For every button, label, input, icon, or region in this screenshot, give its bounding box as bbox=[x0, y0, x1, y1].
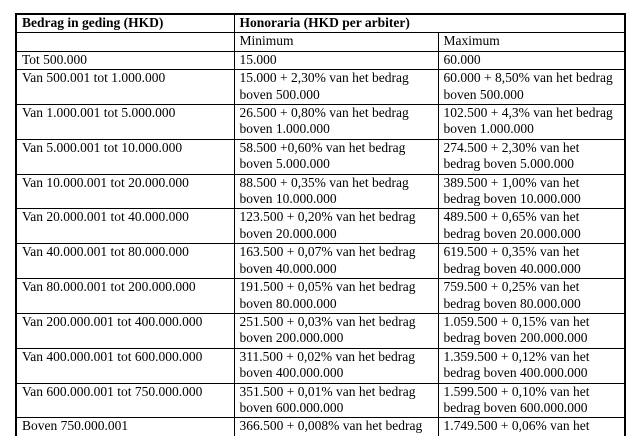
cell-minimum-fee: 88.500 + 0,35% van het bedrag boven 10.0… bbox=[233, 173, 439, 210]
cell-maximum-fee: 274.500 + 2,30% van het bedrag boven 5.0… bbox=[437, 138, 626, 175]
table-row: Van 80.000.001 tot 200.000.000 191.500 +… bbox=[15, 278, 626, 314]
table-row: Van 600.000.001 tot 750.000.000 351.500 … bbox=[15, 382, 626, 419]
table-row: Van 500.001 tot 1.000.000 15.000 + 2,30%… bbox=[15, 69, 626, 106]
header-maximum: Maximum bbox=[437, 32, 626, 52]
cell-minimum-fee: 366.500 + 0,008% van het bedrag boven 75… bbox=[233, 417, 439, 436]
cell-minimum-fee: 15.000 bbox=[233, 50, 439, 71]
header-amount-in-dispute: Bedrag in geding (HKD) bbox=[15, 13, 235, 34]
table-row: Van 20.000.001 tot 40.000.000 123.500 + … bbox=[15, 208, 626, 245]
cell-minimum-fee: 123.500 + 0,20% van het bedrag boven 20.… bbox=[233, 208, 439, 245]
cell-maximum-fee: 489.500 + 0,65% van het bedrag boven 20.… bbox=[437, 208, 626, 245]
cell-minimum-fee: 191.500 + 0,05% van het bedrag boven 80.… bbox=[233, 278, 439, 314]
cell-amount-range: Van 10.000.001 tot 20.000.000 bbox=[15, 173, 235, 210]
header-row-main: Bedrag in geding (HKD) Honoraria (HKD pe… bbox=[15, 13, 626, 34]
cell-amount-range: Van 40.000.001 tot 80.000.000 bbox=[15, 243, 235, 280]
table-row: Van 5.000.001 tot 10.000.000 58.500 +0,6… bbox=[15, 138, 626, 175]
cell-amount-range: Van 20.000.001 tot 40.000.000 bbox=[15, 208, 235, 245]
table-row: Van 200.000.001 tot 400.000.000 251.500 … bbox=[15, 312, 626, 349]
cell-amount-range: Van 5.000.001 tot 10.000.000 bbox=[15, 138, 235, 175]
header-honoraria: Honoraria (HKD per arbiter) bbox=[233, 13, 626, 34]
cell-amount-range: Van 600.000.001 tot 750.000.000 bbox=[15, 382, 235, 419]
cell-amount-range: Tot 500.000 bbox=[15, 50, 235, 71]
cell-amount-range: Van 200.000.001 tot 400.000.000 bbox=[15, 312, 235, 349]
fee-table-body: Tot 500.000 15.000 60.000 Van 500.001 to… bbox=[15, 50, 626, 436]
cell-amount-range: Boven 750.000.001 bbox=[15, 417, 235, 436]
cell-maximum-fee: 1.599.500 + 0,10% van het bedrag boven 6… bbox=[437, 382, 626, 419]
arbitration-fee-table: Bedrag in geding (HKD) Honoraria (HKD pe… bbox=[15, 13, 626, 436]
cell-maximum-fee: 759.500 + 0,25% van het bedrag boven 80.… bbox=[437, 278, 626, 314]
cell-amount-range: Van 500.001 tot 1.000.000 bbox=[15, 69, 235, 106]
cell-amount-range: Van 80.000.001 tot 200.000.000 bbox=[15, 278, 235, 314]
header-minimum: Minimum bbox=[233, 32, 439, 52]
cell-minimum-fee: 15.000 + 2,30% van het bedrag boven 500.… bbox=[233, 69, 439, 106]
table-row: Van 400.000.001 tot 600.000.000 311.500 … bbox=[15, 347, 626, 384]
table-row: Van 1.000.001 tot 5.000.000 26.500 + 0,8… bbox=[15, 104, 626, 140]
table-row: Van 10.000.001 tot 20.000.000 88.500 + 0… bbox=[15, 173, 626, 210]
cell-maximum-fee: 60.000 + 8,50% van het bedrag boven 500.… bbox=[437, 69, 626, 106]
table-row: Boven 750.000.001 366.500 + 0,008% van h… bbox=[15, 417, 626, 436]
cell-maximum-fee: 1.359.500 + 0,12% van het bedrag boven 4… bbox=[437, 347, 626, 384]
cell-maximum-fee: 1.749.500 + 0,06% van het bedrag boven 7… bbox=[437, 417, 626, 436]
cell-minimum-fee: 58.500 +0,60% van het bedrag boven 5.000… bbox=[233, 138, 439, 175]
table-row: Van 40.000.001 tot 80.000.000 163.500 + … bbox=[15, 243, 626, 280]
cell-minimum-fee: 351.500 + 0,01% van het bedrag boven 600… bbox=[233, 382, 439, 419]
cell-maximum-fee: 619.500 + 0,35% van het bedrag boven 40.… bbox=[437, 243, 626, 280]
header-row-sub: Minimum Maximum bbox=[15, 32, 626, 52]
cell-amount-range: Van 1.000.001 tot 5.000.000 bbox=[15, 104, 235, 140]
header-empty-cell bbox=[15, 32, 235, 52]
table-row: Tot 500.000 15.000 60.000 bbox=[15, 50, 626, 71]
cell-minimum-fee: 26.500 + 0,80% van het bedrag boven 1.00… bbox=[233, 104, 439, 140]
cell-maximum-fee: 102.500 + 4,3% van het bedrag boven 1.00… bbox=[437, 104, 626, 140]
cell-amount-range: Van 400.000.001 tot 600.000.000 bbox=[15, 347, 235, 384]
cell-minimum-fee: 251.500 + 0,03% van het bedrag boven 200… bbox=[233, 312, 439, 349]
cell-minimum-fee: 163.500 + 0,07% van het bedrag boven 40.… bbox=[233, 243, 439, 280]
cell-maximum-fee: 389.500 + 1,00% van het bedrag boven 10.… bbox=[437, 173, 626, 210]
cell-minimum-fee: 311.500 + 0,02% van het bedrag boven 400… bbox=[233, 347, 439, 384]
cell-maximum-fee: 60.000 bbox=[437, 50, 626, 71]
cell-maximum-fee: 1.059.500 + 0,15% van het bedrag boven 2… bbox=[437, 312, 626, 349]
